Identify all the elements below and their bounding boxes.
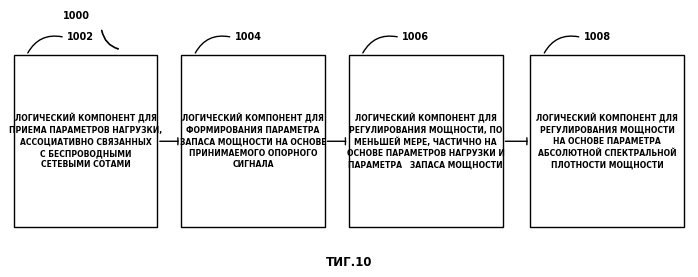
Bar [349,55,503,227]
Text: ЛОГИЧЕСКИЙ КОМПОНЕНТ ДЛЯ
РЕГУЛИРОВАНИЯ МОЩНОСТИ, ПО
МЕНЬШЕЙ МЕРЕ, ЧАСТИЧНО НА
ОС: ЛОГИЧЕСКИЙ КОМПОНЕНТ ДЛЯ РЕГУЛИРОВАНИЯ М… [347,113,505,170]
Bar [530,55,684,227]
FancyArrowPatch shape [544,36,579,53]
Text: ЛОГИЧЕСКИЙ КОМПОНЕНТ ДЛЯ
РЕГУЛИРОВАНИЯ МОЩНОСТИ
НА ОСНОВЕ ПАРАМЕТРА
АБСОЛЮТНОЙ С: ЛОГИЧЕСКИЙ КОМПОНЕНТ ДЛЯ РЕГУЛИРОВАНИЯ М… [536,113,678,169]
Text: 1000: 1000 [63,11,90,21]
Bar [14,55,157,227]
Text: 1004: 1004 [235,32,262,42]
Text: 1008: 1008 [584,32,611,42]
Bar [181,55,325,227]
FancyArrowPatch shape [102,30,118,49]
Text: 1002: 1002 [67,32,94,42]
FancyArrowPatch shape [28,36,62,53]
FancyArrowPatch shape [195,36,230,53]
FancyArrowPatch shape [363,36,397,53]
Text: ЛОГИЧЕСКИЙ КОМПОНЕНТ ДЛЯ
ПРИЕМА ПАРАМЕТРОВ НАГРУЗКИ,
АССОЦИАТИВНО СВЯЗАННЫХ
С БЕ: ЛОГИЧЕСКИЙ КОМПОНЕНТ ДЛЯ ПРИЕМА ПАРАМЕТР… [9,113,162,169]
Text: ЛОГИЧЕСКИЙ КОМПОНЕНТ ДЛЯ
ФОРМИРОВАНИЯ ПАРАМЕТРА
ЗАПАСА МОЩНОСТИ НА ОСНОВЕ
ПРИНИМ: ЛОГИЧЕСКИЙ КОМПОНЕНТ ДЛЯ ФОРМИРОВАНИЯ ПА… [180,113,326,169]
Text: 1006: 1006 [402,32,429,42]
Text: ΤИГ.10: ΤИГ.10 [326,256,372,269]
